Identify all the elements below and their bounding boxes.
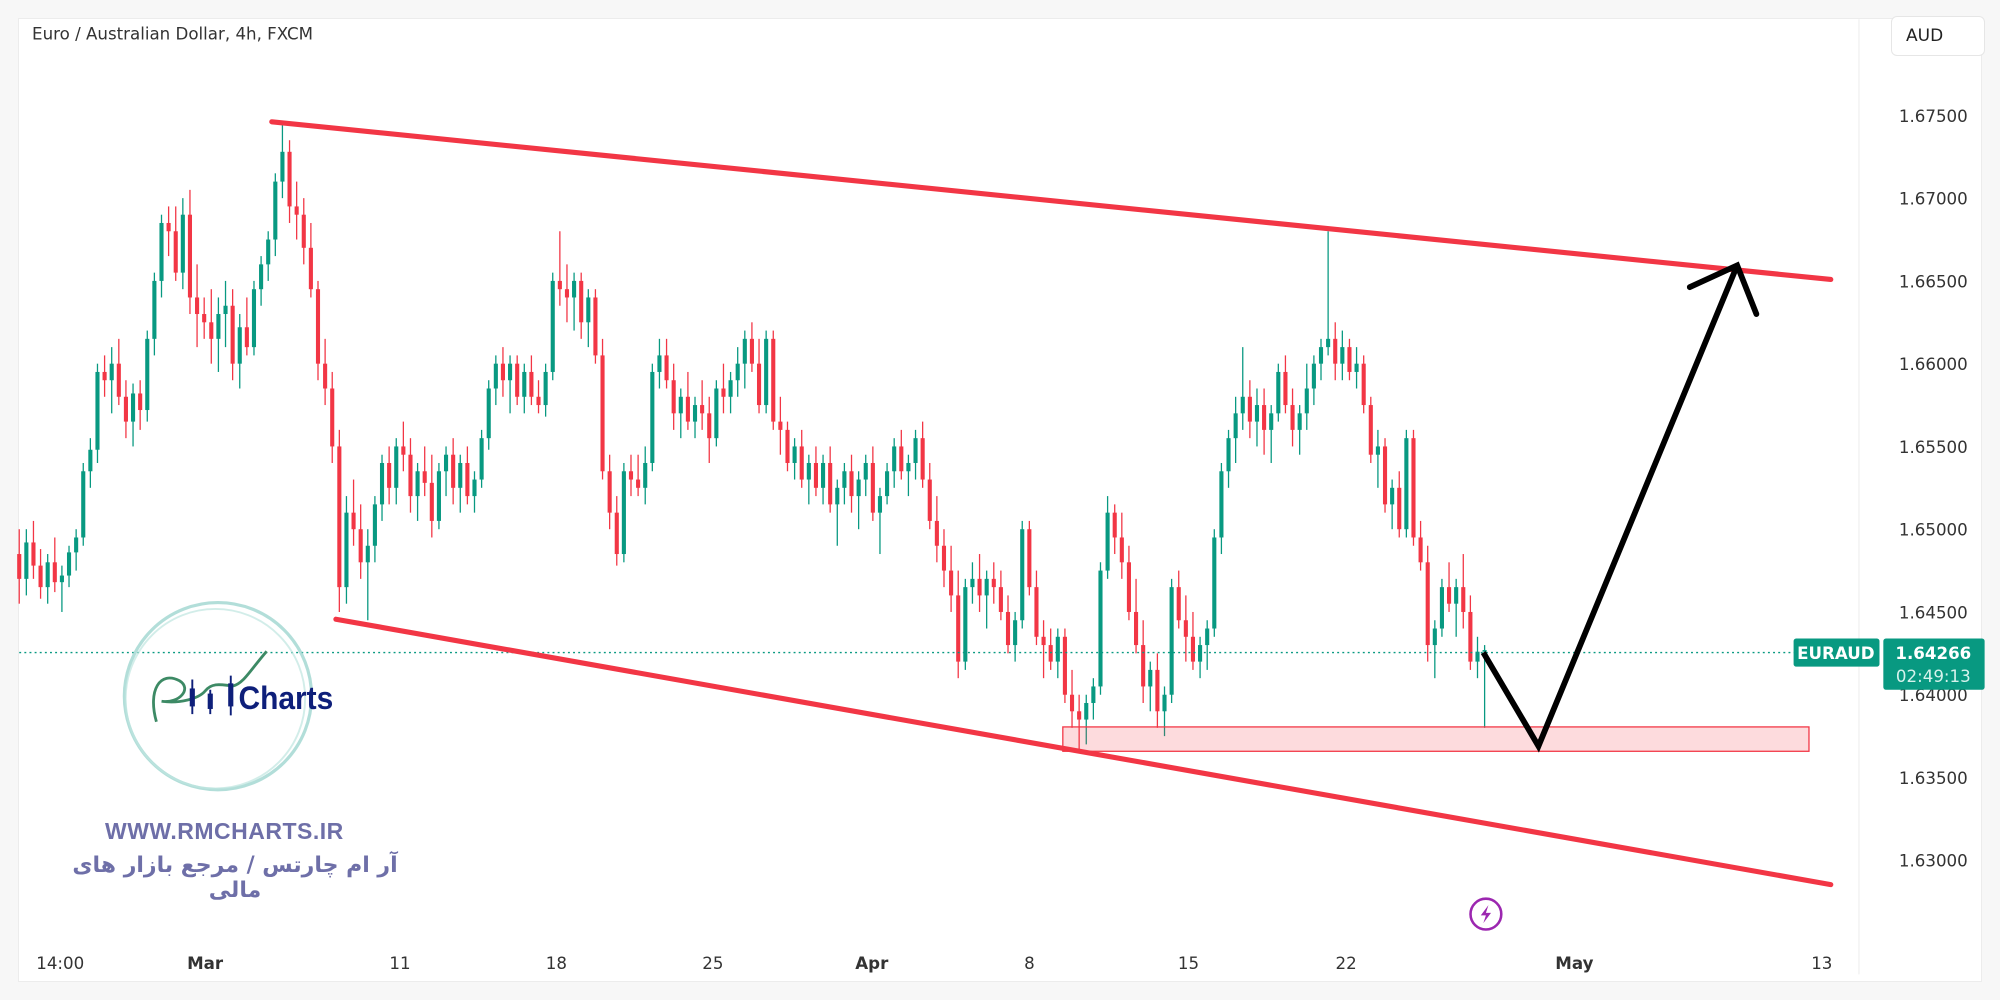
candlestick-series xyxy=(17,123,1487,753)
price-tick: 1.66000 xyxy=(1899,355,1968,374)
logo-text: Charts xyxy=(238,680,333,716)
symbol-label: EURAUD xyxy=(1797,644,1874,663)
watermark-url: WWW.RMCHARTS.IR xyxy=(105,818,344,844)
price-tick: 1.63000 xyxy=(1899,852,1968,871)
price-tick: 1.65000 xyxy=(1899,521,1968,540)
bar-countdown: 02:49:13 xyxy=(1896,667,1971,686)
time-tick: 11 xyxy=(389,954,410,973)
rm-charts-logo: Charts xyxy=(122,600,333,792)
upper-channel-line[interactable] xyxy=(269,119,1834,283)
support-zone[interactable] xyxy=(1062,726,1810,752)
projection-path[interactable] xyxy=(1480,264,1740,753)
arrow-head-icon xyxy=(1686,261,1760,317)
logo-signature-icon xyxy=(152,650,268,723)
time-tick: 14:00 xyxy=(36,954,84,973)
price-tick: 1.65500 xyxy=(1899,438,1968,457)
watermark-tagline: آر ام چارتس / مرجع بازار های مالی xyxy=(72,853,398,903)
time-tick: 8 xyxy=(1024,954,1035,973)
lightning-icon[interactable] xyxy=(1469,897,1503,931)
price-tick: 1.67500 xyxy=(1899,107,1968,126)
chart-frame xyxy=(18,18,1982,982)
chart-title: Euro / Australian Dollar, 4h, FXCM xyxy=(32,25,313,44)
price-tick: 1.67000 xyxy=(1899,190,1968,209)
time-tick: 15 xyxy=(1178,954,1199,973)
time-tick: May xyxy=(1555,954,1593,973)
price-tick: 1.66500 xyxy=(1899,272,1968,291)
time-axis[interactable]: 14:00 Mar 11 18 25 Apr 8 15 22 May 13 xyxy=(36,954,1832,973)
time-tick: Mar xyxy=(187,954,224,973)
lower-channel-line[interactable] xyxy=(333,616,1834,888)
last-price-badge: EURAUD 1.64266 02:49:13 xyxy=(1793,638,1985,690)
price-tick: 1.64000 xyxy=(1899,686,1968,705)
time-tick: 25 xyxy=(702,954,723,973)
currency-button[interactable]: AUD xyxy=(1891,16,1985,56)
price-tick: 1.63500 xyxy=(1899,769,1968,788)
symbol-badge xyxy=(1793,638,1880,667)
time-tick: Apr xyxy=(855,954,889,973)
price-badge xyxy=(1883,638,1985,690)
time-tick: 22 xyxy=(1336,954,1357,973)
time-tick: 13 xyxy=(1811,954,1832,973)
time-tick: 18 xyxy=(546,954,567,973)
price-tick: 1.64500 xyxy=(1899,603,1968,622)
last-price-value: 1.64266 xyxy=(1895,644,1971,663)
price-axis[interactable]: 1.67500 1.67000 1.66500 1.66000 1.65500 1.650… xyxy=(1899,107,1968,871)
